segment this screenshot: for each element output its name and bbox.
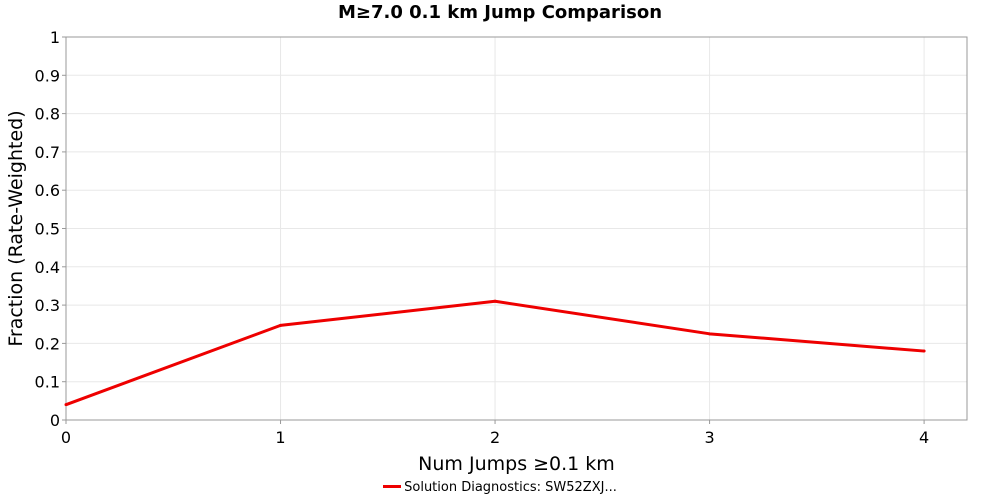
data-point <box>708 332 712 336</box>
y-tick-label: 0.4 <box>35 258 60 277</box>
y-tick-label: 0.2 <box>35 334 60 353</box>
y-tick-label: 0.6 <box>35 181 60 200</box>
y-tick-label: 0.1 <box>35 373 60 392</box>
x-tick-label: 4 <box>919 428 929 447</box>
x-tick-label: 1 <box>275 428 285 447</box>
y-tick-label: 1 <box>50 28 60 47</box>
y-tick-label: 0.3 <box>35 296 60 315</box>
y-tick-label: 0.8 <box>35 105 60 124</box>
x-tick-label: 3 <box>704 428 714 447</box>
chart-plot: 0 0.1 0.2 0.3 0.4 0.5 0.6 0.7 0.8 0.9 1 0 1 2 3 4 Num J… <box>5 28 968 475</box>
x-axis-label: Num Jumps ≥0.1 km <box>418 453 615 475</box>
y-tick-label: 0.7 <box>35 143 60 162</box>
data-point <box>493 299 497 303</box>
series-lines <box>64 299 926 407</box>
chart-title: M≥7.0 0.1 km Jump Comparison <box>337 2 663 23</box>
data-point <box>922 349 926 353</box>
grid-lines <box>65 36 967 421</box>
y-axis-label: Fraction (Rate-Weighted) <box>5 110 27 346</box>
y-tick-label: 0.5 <box>35 220 60 239</box>
data-point <box>64 403 68 407</box>
x-tick-label: 2 <box>490 428 500 447</box>
y-tick-label: 0.9 <box>35 66 60 85</box>
legend-swatch <box>383 485 402 488</box>
axis-ticks: 0 0.1 0.2 0.3 0.4 0.5 0.6 0.7 0.8 0.9 1 0 1 2 3 4 <box>35 28 930 447</box>
legend: Solution Diagnostics: SW52ZXJ... <box>0 480 1000 495</box>
legend-label: Solution Diagnostics: SW52ZXJ... <box>404 480 617 495</box>
data-point <box>279 323 283 327</box>
y-tick-label: 0 <box>50 411 60 430</box>
x-tick-label: 0 <box>61 428 71 447</box>
